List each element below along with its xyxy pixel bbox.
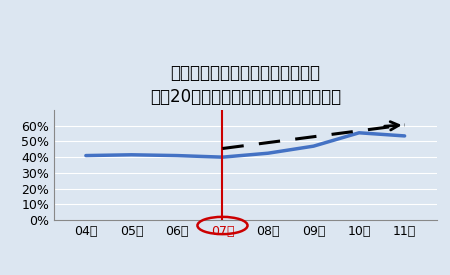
Title: 全国主要都市の発売戸数に対する
上位20社の合計販売戸数のシェアの変化: 全国主要都市の発売戸数に対する 上位20社の合計販売戸数のシェアの変化: [150, 64, 341, 106]
